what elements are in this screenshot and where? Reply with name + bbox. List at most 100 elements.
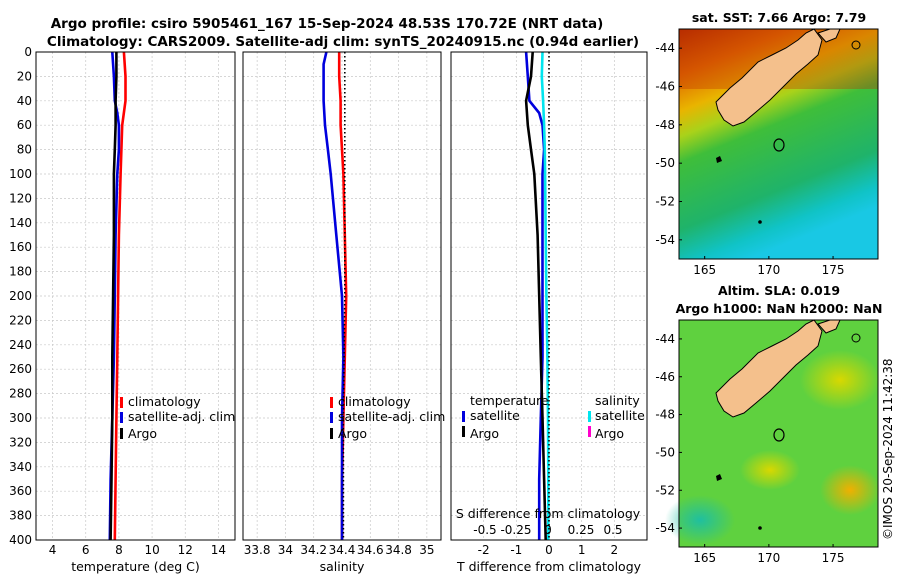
y-tick-label: 180	[9, 265, 32, 279]
map-y-tick-label: -44	[655, 332, 675, 346]
argo-position-marker	[773, 428, 785, 442]
x-tick-label: -1	[510, 543, 522, 557]
y-tick-label: 160	[9, 240, 32, 254]
map-y-tick-label: -50	[655, 445, 675, 459]
salinity-panel: 33.8 34 34.2 34.4 34.6 34.8 35 salinity	[242, 51, 442, 574]
map-y-tick-label: -52	[655, 483, 675, 497]
y-tick-label: 220	[9, 313, 32, 327]
temperature-panel: 0 20 40 60 80 100 120 140 160 180 200 220 240 260 280 3…	[9, 45, 236, 574]
difference-panel: -2 -1 0 1 2 T difference from climatology	[450, 51, 648, 574]
sst-map-title: sat. SST: 7.66 Argo: 7.79	[692, 10, 866, 25]
sla-map: Altim. SLA: 0.019 Argo h1000: NaN h2000:…	[655, 283, 882, 565]
x-tick-label: 4	[49, 543, 57, 557]
x-tick-label: 10	[144, 543, 159, 557]
y-tick-label: 240	[9, 338, 32, 352]
x-axis-label: T difference from climatology	[456, 559, 642, 574]
map-y-tick-label: -46	[655, 80, 675, 94]
plot-frame	[242, 51, 442, 541]
y-tick-label: 40	[17, 94, 32, 108]
legend-marker-climatology	[120, 397, 123, 408]
south-island-land	[715, 28, 823, 127]
s-tick-label: -0.25	[500, 523, 531, 537]
legend-label-s-satellite: satellite	[595, 408, 645, 423]
x-tick-label: 1	[578, 543, 586, 557]
legend-label-climatology: climatology	[128, 394, 201, 409]
legend-label-t-satellite: satellite	[470, 408, 520, 423]
chatham-island	[851, 40, 861, 50]
y-tick-label: 100	[9, 167, 32, 181]
series-line-satellite-adj-clim	[322, 51, 345, 540]
y-tick-label: 0	[24, 45, 32, 59]
legend-marker-satellite	[120, 412, 123, 423]
sla-anomaly	[800, 350, 880, 410]
legend-marker-argo	[330, 428, 333, 439]
legend-marker-climatology	[330, 397, 333, 408]
sst-map: sat. SST: 7.66 Argo: 7.79 165 170 175 -44 -4…	[655, 10, 879, 277]
south-island-land	[715, 319, 823, 418]
x-tick-label: 33.8	[244, 543, 271, 557]
legend-label-argo: Argo	[128, 426, 157, 441]
argo-position-marker	[773, 138, 785, 152]
map-x-tick-label: 175	[822, 551, 845, 565]
y-tick-label: 260	[9, 362, 32, 376]
legend-label-satellite: satellite-adj. clim	[338, 409, 445, 424]
x-tick-label: 34.6	[357, 543, 384, 557]
legend-title-salinity: salinity	[595, 393, 640, 408]
s-tick-label: 0.25	[568, 523, 595, 537]
x-axis-label: temperature (deg C)	[71, 559, 200, 574]
sla-map-title-1: Altim. SLA: 0.019	[718, 283, 840, 298]
legend-label-argo: Argo	[338, 426, 367, 441]
title-line-1: Argo profile: csiro 5905461_167 15-Sep-2…	[51, 16, 604, 32]
legend-marker-t-satellite	[462, 411, 465, 422]
legend-marker-t-argo	[462, 426, 465, 437]
s-tick-label: 0	[544, 523, 552, 537]
y-tick-label: 140	[9, 216, 32, 230]
sla-anomaly	[665, 495, 735, 545]
x-tick-label: -2	[478, 543, 490, 557]
legend-marker-s-satellite	[588, 411, 591, 422]
y-tick-label: 360	[9, 484, 32, 498]
legend-marker-s-argo	[588, 426, 591, 437]
x-tick-label: 34.4	[329, 543, 356, 557]
map-y-tick-label: -54	[655, 521, 675, 535]
legend-marker-satellite	[330, 412, 333, 423]
y-tick-label: 200	[9, 289, 32, 303]
map-x-tick-label: 170	[757, 551, 780, 565]
x-tick-label: 35	[419, 543, 434, 557]
legend-label-s-argo: Argo	[595, 426, 624, 441]
series-line-t-argo	[524, 51, 547, 541]
y-tick-label: 400	[9, 533, 32, 547]
x-tick-label: 14	[211, 543, 226, 557]
y-tick-label: 120	[9, 191, 32, 205]
s-tick-label: 0.5	[603, 523, 622, 537]
island-dot	[758, 526, 762, 530]
plot-frame	[450, 51, 648, 541]
s-tick-label: -0.5	[473, 523, 496, 537]
x-tick-label: 6	[82, 543, 90, 557]
x-tick-label: 34.2	[300, 543, 327, 557]
x-tick-label: 2	[611, 543, 619, 557]
x-axis-label: salinity	[320, 559, 365, 574]
map-y-tick-label: -48	[655, 408, 675, 422]
x-tick-label: 0	[545, 543, 553, 557]
map-x-tick-label: 165	[693, 263, 716, 277]
title-line-2: Climatology: CARS2009. Satellite-adj cli…	[47, 34, 639, 50]
salinity-legend: climatology satellite-adj. clim Argo	[330, 394, 445, 441]
difference-legend: temperature satellite Argo salinity sate…	[462, 393, 645, 441]
legend-label-climatology: climatology	[338, 394, 411, 409]
map-y-tick-label: -48	[655, 118, 675, 132]
x-tick-label: 34.8	[385, 543, 412, 557]
map-y-tick-label: -50	[655, 156, 675, 170]
y-tick-label: 280	[9, 387, 32, 401]
y-tick-label: 20	[17, 69, 32, 83]
sst-map-frame	[678, 28, 879, 260]
y-tick-label: 80	[17, 143, 32, 157]
map-y-tick-label: -52	[655, 195, 675, 209]
s-difference-axis-label: S difference from climatology	[456, 506, 641, 521]
chatham-island	[851, 333, 861, 343]
north-island-land	[817, 319, 841, 334]
s-difference-ticks: -0.5 -0.25 0 0.25 0.5	[473, 523, 622, 537]
y-tick-label: 380	[9, 509, 32, 523]
stewart-island-land	[716, 474, 722, 481]
